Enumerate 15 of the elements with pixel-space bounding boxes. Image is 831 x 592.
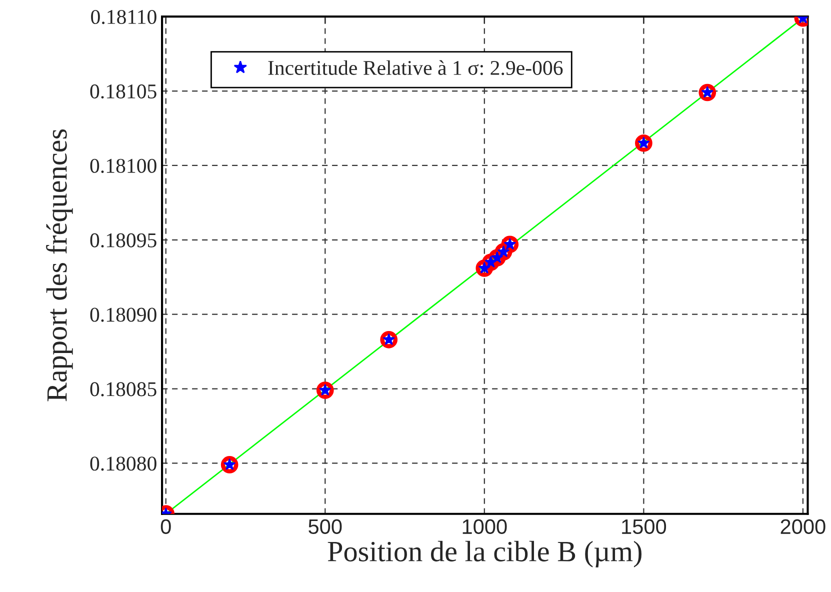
y-tick-label: 0.18110: [91, 10, 156, 24]
y-tick-label: 0.18095: [90, 233, 156, 248]
y-tick-label: 0.18080: [90, 456, 156, 471]
x-tick-label: 1000: [462, 519, 507, 534]
legend-label: Incertitude Relative à 1 σ: 2.9e-006: [268, 60, 563, 76]
x-tick-label: 2000: [780, 519, 826, 534]
y-tick-label: 0.18105: [90, 84, 156, 99]
y-axis-title: Rapport des fréquences: [46, 129, 73, 402]
x-tick-label: 0: [160, 519, 171, 534]
x-tick-label: 500: [308, 519, 342, 534]
y-tick-label: 0.18085: [90, 382, 156, 396]
y-tick-label: 0.18100: [90, 158, 156, 173]
x-tick-label: 1500: [622, 519, 666, 534]
x-axis-title: Position de la cible B (µm): [328, 540, 642, 568]
y-tick-label: 0.18090: [90, 308, 156, 322]
